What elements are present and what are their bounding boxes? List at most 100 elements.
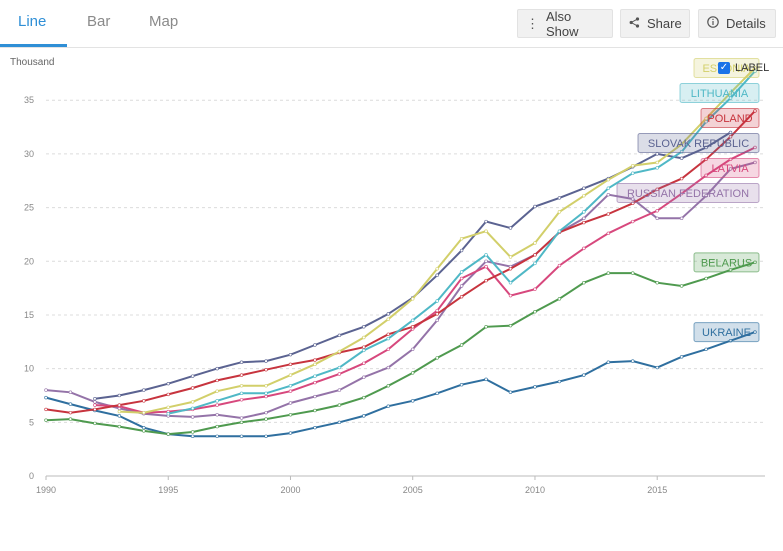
data-point — [215, 413, 219, 417]
data-point — [533, 253, 537, 257]
details-button[interactable]: Details — [698, 9, 776, 38]
data-point — [117, 403, 122, 407]
data-point — [411, 297, 415, 301]
label-toggle[interactable]: ✓ LABEL — [718, 62, 769, 74]
data-point — [533, 385, 537, 389]
data-point — [655, 166, 659, 170]
data-point — [264, 394, 268, 399]
data-point — [435, 312, 439, 316]
info-icon — [707, 16, 719, 31]
share-button[interactable]: Share — [620, 9, 690, 38]
data-point — [93, 400, 97, 404]
series-label-slovak-republic: SLOVAK REPUBLIC — [637, 133, 760, 153]
data-point — [362, 348, 366, 353]
series-label-latvia: LATVIA — [700, 158, 760, 178]
data-point — [386, 404, 390, 408]
data-point — [93, 421, 97, 426]
data-point — [313, 362, 317, 367]
label-checkbox[interactable]: ✓ — [718, 62, 730, 74]
data-point — [435, 391, 439, 396]
data-point — [728, 167, 733, 171]
data-point — [142, 410, 146, 415]
data-point — [753, 109, 757, 113]
data-point — [215, 424, 219, 429]
tab-map[interactable]: Map — [149, 13, 179, 30]
more-vertical-icon: ⋮ — [526, 15, 539, 31]
data-point — [44, 388, 48, 392]
data-point — [239, 360, 244, 364]
data-point — [557, 263, 562, 268]
data-point — [435, 299, 439, 303]
data-point — [557, 379, 562, 384]
data-point — [215, 434, 219, 438]
data-point — [582, 281, 586, 285]
data-point — [655, 209, 659, 213]
data-point — [337, 403, 342, 407]
also-show-button[interactable]: ⋮ Also Show — [517, 9, 613, 39]
x-tick-label: 2015 — [647, 485, 667, 495]
data-point — [239, 373, 244, 377]
data-point — [44, 418, 48, 422]
data-point — [166, 381, 170, 386]
data-point — [386, 312, 390, 316]
data-point — [704, 116, 708, 121]
data-point — [386, 347, 390, 352]
y-tick-label: 10 — [24, 364, 34, 374]
data-point — [753, 330, 757, 334]
data-point — [679, 156, 684, 160]
data-point — [215, 403, 219, 407]
data-point — [264, 417, 268, 421]
data-point — [484, 253, 488, 257]
series-label-text: LATVIA — [711, 163, 749, 175]
data-point — [117, 409, 122, 414]
data-point — [435, 273, 439, 277]
data-point — [557, 210, 562, 214]
data-point — [313, 425, 317, 430]
data-point — [606, 177, 611, 182]
data-point — [679, 176, 684, 181]
data-point — [68, 410, 73, 415]
data-point — [533, 241, 537, 245]
data-point — [582, 186, 586, 190]
data-point — [264, 368, 268, 372]
data-point — [435, 356, 439, 360]
series-line-poland — [45, 110, 756, 414]
data-point — [704, 276, 708, 281]
data-point — [411, 325, 415, 329]
data-point — [655, 187, 659, 192]
data-point — [533, 310, 537, 314]
tab-line[interactable]: Line — [18, 13, 47, 30]
data-point — [679, 216, 684, 221]
data-point — [190, 400, 195, 404]
data-point — [117, 414, 122, 418]
data-point — [606, 192, 611, 197]
series-label-lithuania: LITHUANIA — [679, 83, 760, 103]
y-tick-label: 30 — [24, 149, 34, 159]
data-point — [288, 413, 293, 417]
data-point — [704, 119, 708, 124]
data-point — [753, 69, 757, 73]
data-point — [753, 66, 757, 70]
series-label-text: SLOVAK REPUBLIC — [648, 138, 749, 150]
series-label-russian-federation: RUSSIAN FEDERATION — [616, 183, 760, 203]
tab-bar[interactable]: Bar — [87, 13, 111, 30]
data-point — [288, 401, 293, 405]
data-point — [215, 378, 219, 383]
series-label-text: UKRAINE — [702, 327, 751, 339]
data-point — [288, 362, 293, 367]
data-point — [288, 389, 293, 393]
data-point — [190, 434, 195, 438]
data-point — [215, 366, 219, 371]
data-point — [704, 194, 708, 198]
data-point — [313, 394, 317, 399]
series-label-text: LITHUANIA — [691, 88, 749, 100]
view-tabs: Line Bar Map — [0, 0, 783, 48]
data-point — [264, 359, 268, 363]
data-point — [362, 335, 366, 340]
data-point — [288, 373, 293, 377]
data-point — [557, 229, 562, 233]
data-point — [288, 384, 293, 388]
data-point — [239, 391, 244, 396]
data-point — [533, 261, 537, 266]
data-point — [508, 267, 513, 271]
